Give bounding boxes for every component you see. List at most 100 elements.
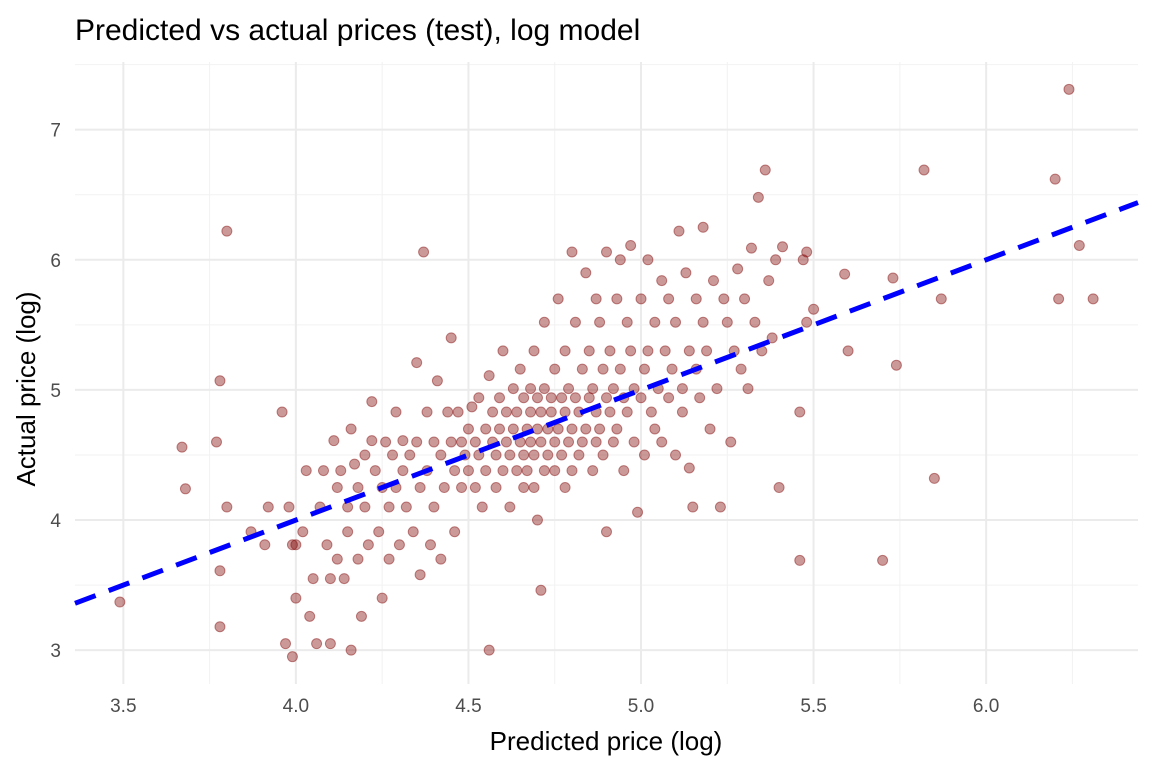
data-point xyxy=(494,392,506,404)
data-point xyxy=(435,553,447,565)
data-point xyxy=(752,191,764,203)
data-point xyxy=(566,246,578,258)
data-point xyxy=(449,465,461,477)
y-axis-tick-labels: 3 4 5 6 7 xyxy=(50,121,61,663)
data-point xyxy=(549,465,561,477)
data-point xyxy=(528,482,540,494)
y-tick-label: 7 xyxy=(50,121,61,142)
data-point xyxy=(114,596,126,608)
data-point xyxy=(552,423,564,435)
y-tick-label: 3 xyxy=(50,641,61,662)
data-point xyxy=(528,345,540,357)
data-point xyxy=(366,396,378,408)
data-point xyxy=(397,435,409,447)
data-point xyxy=(794,406,806,418)
data-point xyxy=(621,406,633,418)
data-point xyxy=(221,225,233,237)
data-point xyxy=(569,316,581,328)
data-point xyxy=(673,225,685,237)
data-point xyxy=(535,436,547,448)
data-point xyxy=(625,239,637,251)
data-point xyxy=(649,423,661,435)
data-point xyxy=(418,246,430,258)
data-point xyxy=(518,392,530,404)
data-point xyxy=(345,644,357,656)
data-point xyxy=(369,465,381,477)
data-point xyxy=(490,482,502,494)
data-point xyxy=(438,482,450,494)
data-point xyxy=(390,406,402,418)
data-point xyxy=(435,449,447,461)
data-point xyxy=(656,275,668,287)
data-point xyxy=(300,465,312,477)
data-point xyxy=(842,345,854,357)
data-point xyxy=(507,423,519,435)
data-point xyxy=(649,316,661,328)
x-tick-label: 5.5 xyxy=(800,696,826,717)
data-point xyxy=(445,332,457,344)
data-point xyxy=(445,436,457,448)
data-point xyxy=(638,363,650,375)
data-point xyxy=(383,501,395,513)
data-point xyxy=(214,375,226,387)
data-point xyxy=(801,316,813,328)
data-point xyxy=(666,363,678,375)
data-point xyxy=(176,441,188,453)
data-point xyxy=(431,375,443,387)
data-point xyxy=(739,293,751,305)
data-point xyxy=(611,423,623,435)
data-point xyxy=(704,423,716,435)
data-point xyxy=(380,436,392,448)
x-tick-label: 4.5 xyxy=(455,696,481,717)
data-point xyxy=(221,501,233,513)
data-point xyxy=(659,345,671,357)
data-point xyxy=(514,363,526,375)
data-point xyxy=(483,370,495,382)
data-point xyxy=(428,501,440,513)
data-point xyxy=(721,316,733,328)
data-point xyxy=(687,501,699,513)
data-point xyxy=(466,401,478,413)
data-point xyxy=(645,406,657,418)
data-point xyxy=(542,449,554,461)
data-point xyxy=(707,275,719,287)
data-point xyxy=(587,383,599,395)
data-point xyxy=(670,316,682,328)
data-point xyxy=(497,465,509,477)
data-point xyxy=(304,610,316,622)
data-point xyxy=(632,506,644,518)
data-point xyxy=(680,267,692,279)
data-point xyxy=(342,526,354,538)
data-point xyxy=(552,293,564,305)
data-point xyxy=(528,449,540,461)
data-point xyxy=(500,436,512,448)
data-point xyxy=(262,501,274,513)
data-point xyxy=(1053,293,1065,305)
data-point xyxy=(352,482,364,494)
data-point xyxy=(211,436,223,448)
data-point xyxy=(714,501,726,513)
data-point xyxy=(607,383,619,395)
data-point xyxy=(469,436,481,448)
data-point xyxy=(500,406,512,418)
data-point xyxy=(335,465,347,477)
data-point xyxy=(276,406,288,418)
data-point xyxy=(397,465,409,477)
data-point xyxy=(483,644,495,656)
data-point xyxy=(1073,239,1085,251)
data-point xyxy=(587,465,599,477)
data-point xyxy=(697,316,709,328)
data-point xyxy=(404,449,416,461)
data-point xyxy=(290,539,302,551)
data-point xyxy=(345,423,357,435)
data-point xyxy=(770,254,782,266)
data-point xyxy=(683,345,695,357)
data-point xyxy=(563,436,575,448)
data-point xyxy=(732,263,744,275)
data-point xyxy=(566,423,578,435)
data-point xyxy=(918,164,930,176)
data-point xyxy=(338,573,350,585)
data-point xyxy=(670,449,682,461)
data-point xyxy=(511,465,523,477)
data-point xyxy=(697,221,709,233)
